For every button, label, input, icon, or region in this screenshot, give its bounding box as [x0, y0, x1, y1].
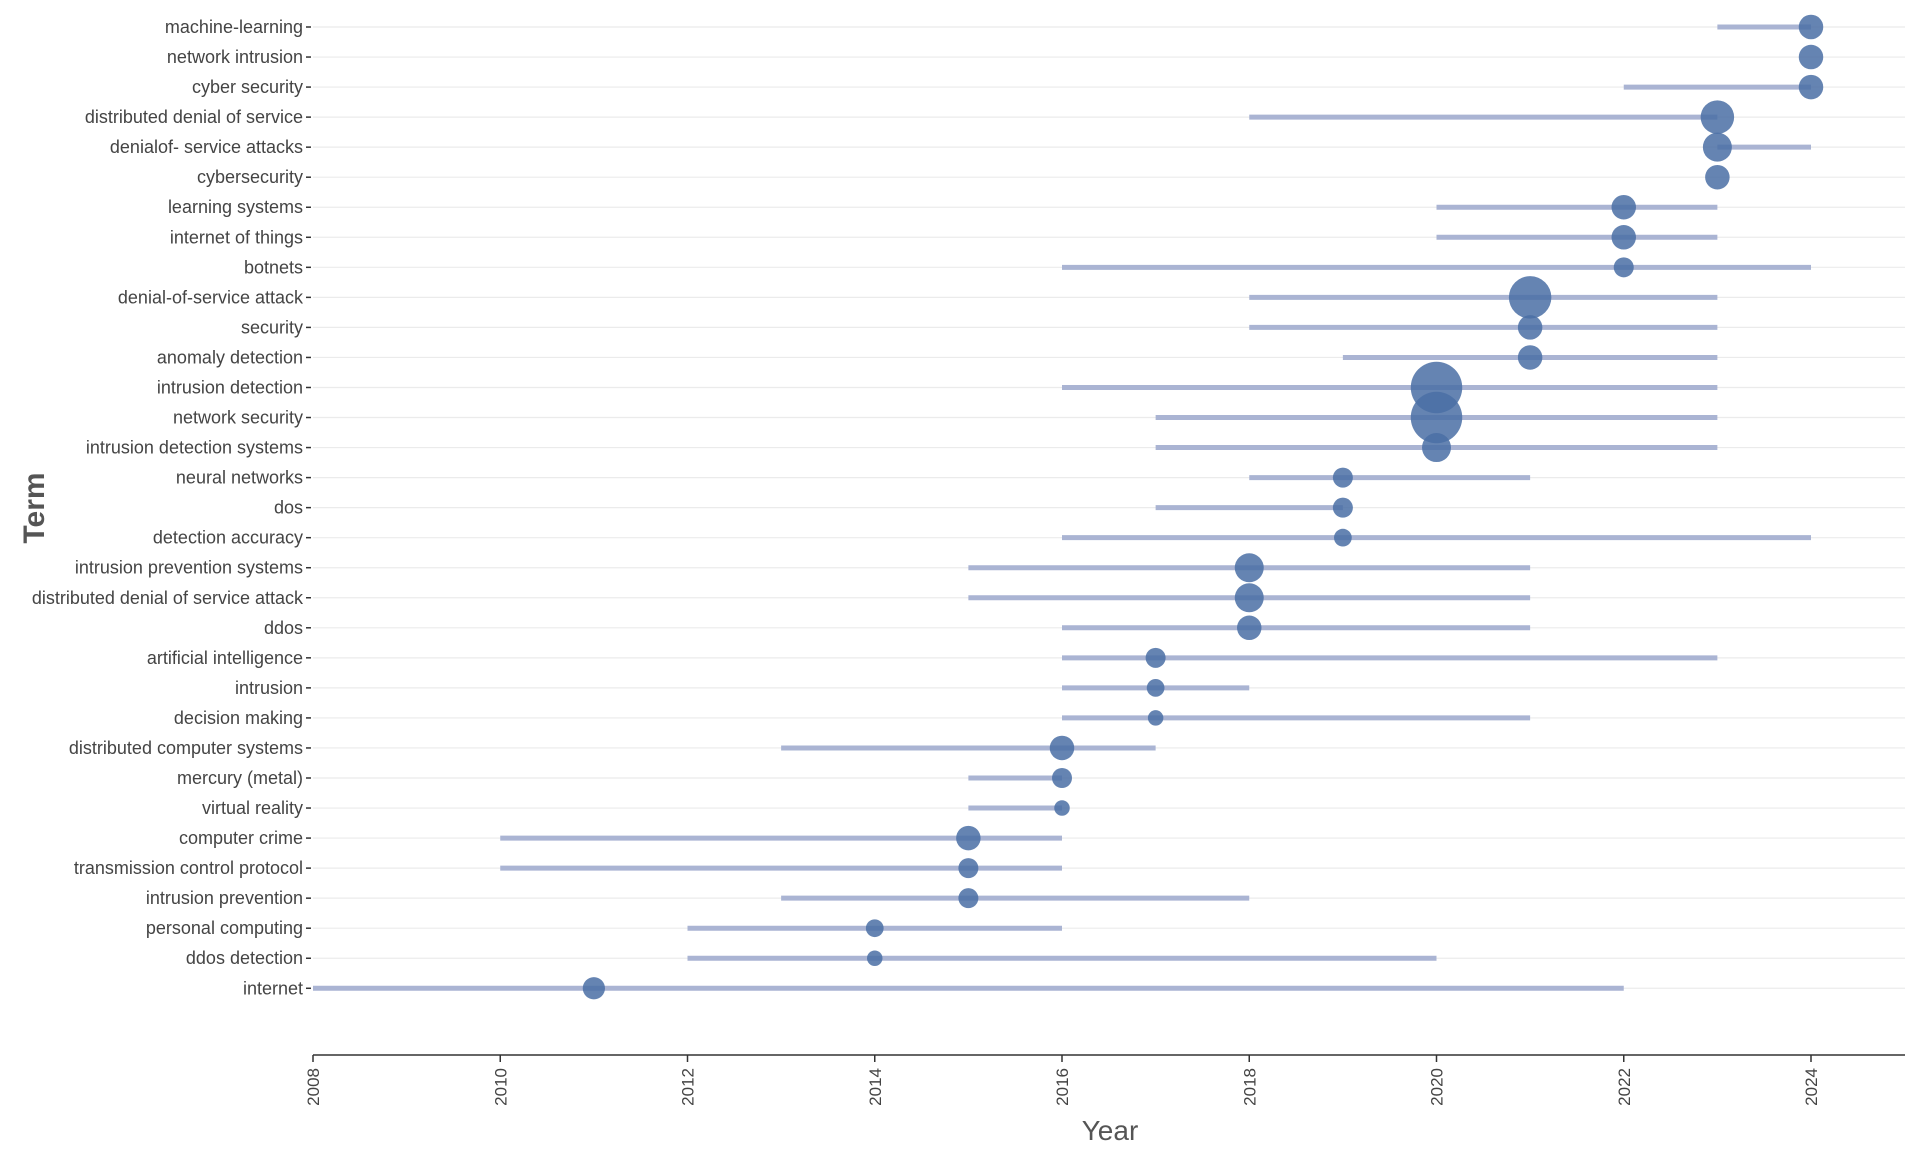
x-tick-label: 2020 — [1428, 1068, 1447, 1106]
median-point — [1700, 100, 1735, 134]
x-tick-label: 2010 — [491, 1068, 510, 1106]
term-label: ddos — [264, 618, 303, 638]
term-label: intrusion prevention systems — [75, 558, 303, 578]
term-label: security — [241, 317, 303, 337]
median-point — [1517, 345, 1543, 370]
term-label: distributed denial of service attack — [32, 588, 304, 608]
term-label: distributed denial of service — [85, 107, 303, 127]
median-point — [1145, 647, 1166, 668]
median-point — [1422, 433, 1451, 463]
x-tick-label: 2024 — [1802, 1068, 1821, 1106]
median-point — [867, 950, 883, 966]
median-point — [958, 858, 979, 879]
median-point — [1146, 679, 1165, 697]
median-point — [956, 825, 981, 851]
x-tick-label: 2018 — [1240, 1068, 1259, 1106]
term-label: cyber security — [192, 77, 303, 97]
term-label: botnets — [244, 257, 303, 277]
median-point — [1052, 768, 1072, 788]
term-label: machine-learning — [165, 17, 303, 37]
median-point — [1611, 225, 1636, 250]
median-point — [1332, 467, 1353, 488]
x-tick-label: 2014 — [866, 1068, 885, 1106]
term-label: learning systems — [168, 197, 303, 217]
median-point — [1611, 194, 1636, 220]
x-axis-title: Year — [1082, 1115, 1139, 1146]
term-label: neural networks — [176, 468, 303, 488]
term-label: internet of things — [170, 227, 303, 247]
term-label: anomaly detection — [157, 347, 303, 367]
term-label: personal computing — [146, 918, 303, 938]
term-label: artificial intelligence — [147, 648, 303, 668]
median-point — [1705, 164, 1730, 190]
x-tick-label: 2008 — [304, 1068, 323, 1106]
median-point — [958, 888, 979, 909]
median-point — [865, 919, 884, 938]
term-label: network security — [173, 408, 303, 428]
term-label: cybersecurity — [197, 167, 303, 187]
term-label: intrusion — [235, 678, 303, 698]
term-label: intrusion detection systems — [86, 438, 303, 458]
term-label: computer crime — [179, 828, 303, 848]
median-point — [1237, 615, 1262, 641]
term-label: dos — [274, 498, 303, 518]
term-label: ddos detection — [186, 948, 303, 968]
median-point — [1702, 132, 1732, 162]
term-label: mercury (metal) — [177, 768, 303, 788]
median-point — [1517, 315, 1543, 340]
term-label: internet — [243, 978, 303, 998]
x-tick-label: 2016 — [1053, 1068, 1072, 1106]
median-point — [1334, 528, 1352, 547]
term-label: distributed computer systems — [69, 738, 303, 758]
x-tick-label: 2012 — [679, 1068, 698, 1106]
term-label: intrusion prevention — [146, 888, 303, 908]
median-point — [1410, 391, 1463, 444]
term-label: transmission control protocol — [74, 858, 303, 878]
median-point — [1798, 74, 1824, 100]
median-point — [1798, 44, 1824, 70]
median-point — [1234, 583, 1264, 613]
median-point — [582, 977, 605, 1000]
term-label: network intrusion — [167, 47, 303, 67]
median-point — [1054, 800, 1070, 816]
term-label: detection accuracy — [153, 528, 303, 548]
median-point — [1147, 710, 1164, 726]
y-axis-title: Term — [18, 472, 51, 543]
term-label: decision making — [174, 708, 303, 728]
x-tick-label: 2022 — [1615, 1068, 1634, 1106]
median-point — [1508, 276, 1552, 319]
median-point — [1049, 735, 1075, 761]
median-point — [1798, 14, 1824, 40]
term-label: intrusion detection — [157, 377, 303, 397]
median-point — [1613, 257, 1634, 278]
term-label: virtual reality — [202, 798, 303, 818]
term-label: denialof- service attacks — [110, 137, 303, 157]
median-point — [1332, 497, 1353, 518]
term-label: denial-of-service attack — [118, 287, 304, 307]
median-point — [1234, 553, 1264, 583]
